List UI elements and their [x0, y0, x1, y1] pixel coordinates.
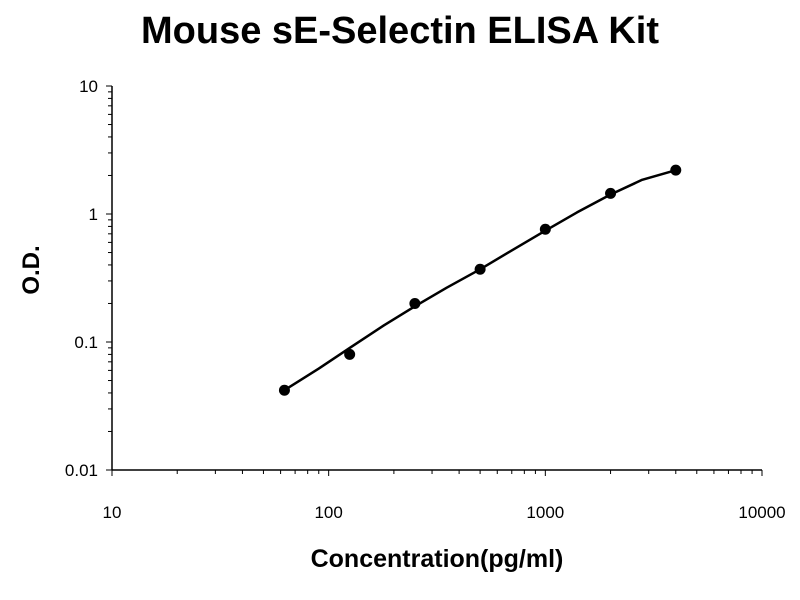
fit-curve	[283, 168, 677, 392]
x-tick-label: 1000	[526, 503, 564, 522]
x-tick-label: 10000	[738, 503, 785, 522]
x-axis-label: Concentration(pg/ml)	[310, 545, 564, 573]
chart-title: Mouse sE-Selectin ELISA Kit	[140, 10, 660, 52]
x-tick-label: 100	[314, 503, 342, 522]
y-tick-label: 0.01	[65, 461, 98, 480]
data-point	[670, 164, 682, 176]
tick-labels: 0.01 0.1 1 10 10 100 1000 10000	[65, 77, 786, 522]
data-point	[474, 263, 486, 275]
y-tick-label: 10	[79, 77, 98, 96]
fit-curve-line	[283, 168, 677, 392]
y-tick-label: 1	[89, 205, 98, 224]
data-points	[278, 164, 682, 396]
x-tick-label: 10	[103, 503, 122, 522]
y-tick-label: 0.1	[74, 333, 98, 352]
data-point	[278, 384, 290, 396]
data-point	[344, 348, 356, 360]
axes	[111, 86, 762, 471]
data-point	[605, 187, 617, 199]
ticks	[106, 85, 763, 476]
data-point	[409, 297, 421, 309]
data-point	[539, 223, 551, 235]
